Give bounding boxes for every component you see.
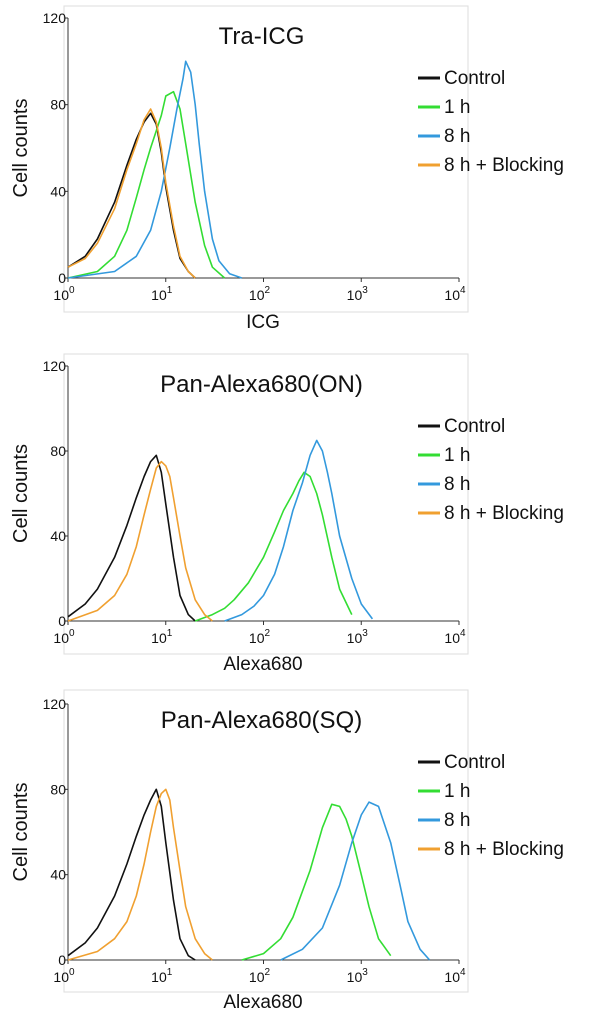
legend-label: Control [444,68,505,89]
x-tick-exponent: 4 [460,285,466,296]
legend-label: 8 h + Blocking [444,839,564,860]
x-tick-exponent: 4 [460,967,466,978]
x-tick-label: 104 [444,285,466,303]
legend-label: 8 h [444,810,470,831]
series-line-4 [67,108,196,279]
x-tick-base: 10 [347,630,363,646]
y-tick-label: 120 [43,358,67,374]
legend-label: Control [444,416,505,437]
x-tick-exponent: 2 [265,628,271,639]
x-tick-label: 104 [444,967,466,985]
x-tick-exponent: 1 [167,967,173,978]
x-tick-base: 10 [249,287,265,303]
x-tick-exponent: 3 [362,967,368,978]
x-tick-label: 102 [249,628,271,646]
x-tick-exponent: 0 [69,628,75,639]
x-tick-label: 103 [347,628,369,646]
x-tick-exponent: 3 [362,285,368,296]
legend-label: 1 h [444,781,470,802]
y-tick-label: 40 [50,528,66,544]
x-tick-exponent: 2 [265,285,271,296]
x-tick-exponent: 1 [167,285,173,296]
y-tick-label: 120 [43,10,67,26]
legend-label: 8 h + Blocking [444,155,564,176]
x-tick-label: 101 [151,628,173,646]
x-tick-label: 101 [151,967,173,985]
x-tick-label: 102 [249,967,271,985]
x-tick-label: 100 [53,628,75,646]
x-tick-exponent: 1 [167,628,173,639]
x-tick-base: 10 [151,969,167,985]
legend-label: 1 h [444,97,470,118]
x-tick-label: 101 [151,285,173,303]
x-tick-label: 104 [444,628,466,646]
series-line-1 [67,112,196,279]
x-tick-exponent: 0 [69,967,75,978]
x-tick-base: 10 [347,287,363,303]
plot-frame [63,689,469,993]
series-line-3 [67,60,243,279]
x-axis-label: Alexa680 [223,654,302,675]
x-tick-base: 10 [444,287,460,303]
series-line-4 [67,460,213,622]
y-tick-label: 120 [43,696,67,712]
chart-title: Tra-ICG [219,23,305,50]
series-line-1 [67,454,196,622]
legend-label: 8 h + Blocking [444,503,564,524]
x-tick-base: 10 [151,287,167,303]
legend-label: Control [444,752,505,773]
x-tick-label: 100 [53,967,75,985]
y-axis-label: Cell counts [10,99,32,198]
y-axis-label: Cell counts [10,444,32,543]
x-tick-label: 103 [347,285,369,303]
series-line-3 [280,801,431,961]
plot-frame [63,353,469,655]
x-tick-base: 10 [53,287,69,303]
x-tick-exponent: 2 [265,967,271,978]
x-tick-label: 100 [53,285,75,303]
series-line-2 [194,471,353,622]
x-tick-base: 10 [444,630,460,646]
x-axis-label: ICG [246,312,280,333]
y-tick-label: 80 [50,443,66,459]
chart-title: Pan-Alexa680(ON) [160,371,363,398]
y-tick-label: 80 [50,97,66,113]
legend-label: 8 h [444,126,470,147]
legend-label: 1 h [444,445,470,466]
x-tick-exponent: 3 [362,628,368,639]
y-tick-label: 0 [58,952,66,968]
x-tick-base: 10 [53,969,69,985]
x-tick-base: 10 [347,969,363,985]
y-tick-label: 40 [50,183,66,199]
series-line-2 [241,803,392,961]
x-tick-base: 10 [249,630,265,646]
chart-title: Pan-Alexa680(SQ) [161,707,362,734]
x-tick-base: 10 [151,630,167,646]
x-tick-base: 10 [249,969,265,985]
x-tick-base: 10 [444,969,460,985]
y-tick-label: 0 [58,270,66,286]
plot-frame [63,5,469,313]
y-tick-label: 0 [58,613,66,629]
legend-label: 8 h [444,474,470,495]
x-tick-exponent: 4 [460,628,466,639]
y-tick-label: 40 [50,867,66,883]
series-line-4 [67,788,213,961]
x-axis-label: Alexa680 [223,992,302,1013]
y-tick-label: 80 [50,781,66,797]
x-tick-base: 10 [53,630,69,646]
x-tick-label: 102 [249,285,271,303]
series-line-3 [224,439,374,622]
x-tick-exponent: 0 [69,285,75,296]
x-tick-label: 103 [347,967,369,985]
y-axis-label: Cell counts [10,783,32,882]
series-line-1 [67,788,196,961]
series-line-2 [67,90,226,279]
